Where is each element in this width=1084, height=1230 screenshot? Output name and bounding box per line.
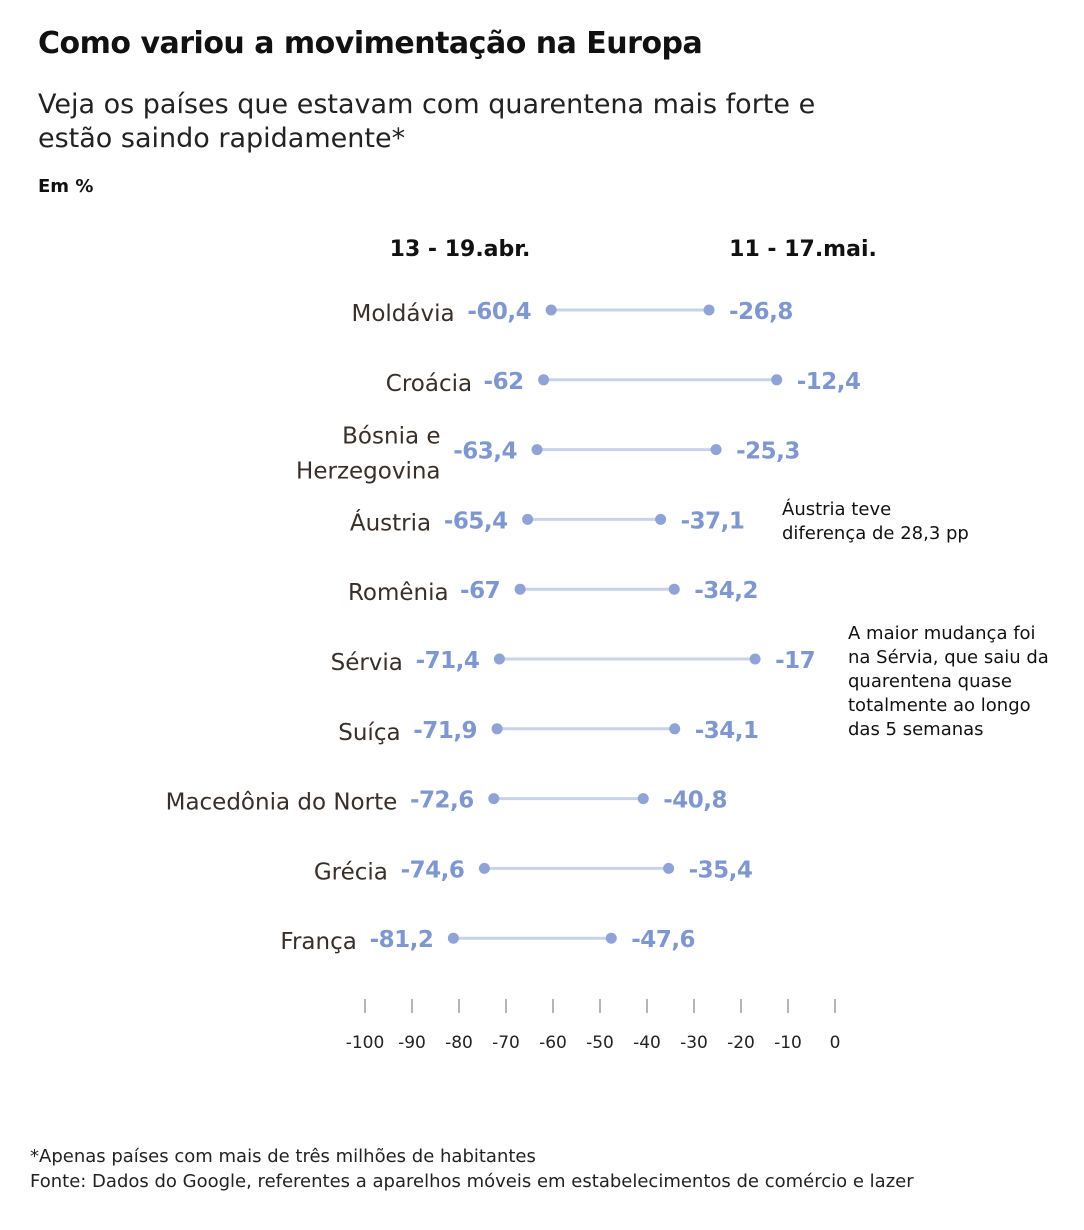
dumbbell-chart: 13 - 19.abr. 11 - 17.mai. -60,4 -26,8 Moldáv… [166, 237, 877, 1053]
end-dot [668, 583, 680, 595]
end-dot [771, 374, 783, 386]
end-value-label: -37,1 [681, 508, 745, 534]
series-header-end: 11 - 17.mai. [729, 237, 877, 262]
start-dot [447, 932, 459, 944]
footnote-note: *Apenas países com mais de três milhões … [30, 1146, 536, 1167]
start-dot [493, 653, 505, 665]
start-value-label: -72,6 [410, 788, 474, 814]
country-label: Croácia [386, 371, 472, 397]
chart-title: Como variou a movimentação na Europa [38, 26, 703, 61]
start-value-label: -60,4 [467, 299, 531, 325]
country-label: Macedônia do Norte [166, 790, 398, 816]
start-value-label: -63,4 [453, 439, 517, 465]
annotation-austria-line: diferença de 28,3 pp [782, 523, 969, 544]
end-value-label: -26,8 [729, 299, 793, 325]
x-tick-label: -10 [774, 1033, 802, 1053]
country-label: Áustria [350, 508, 431, 536]
annotation-servia-line: na Sérvia, que saiu da [848, 647, 1049, 668]
footnote: *Apenas países com mais de três milhões … [30, 1144, 914, 1194]
end-value-label: -12,4 [797, 369, 861, 395]
start-value-label: -74,6 [401, 857, 465, 883]
start-dot [538, 374, 550, 386]
end-value-label: -34,1 [695, 718, 759, 744]
x-tick-label: -50 [586, 1033, 614, 1053]
start-value-label: -67 [460, 578, 500, 604]
start-dot [478, 862, 490, 874]
start-dot [531, 444, 543, 456]
series-header-start: 13 - 19.abr. [390, 237, 531, 262]
country-label: Sérvia [331, 650, 403, 676]
end-value-label: -34,2 [694, 578, 758, 604]
footnote-source: Fonte: Dados do Google, referentes a apa… [30, 1171, 914, 1192]
country-label: Moldávia [352, 301, 455, 327]
x-tick-label: -40 [633, 1033, 661, 1053]
end-dot [655, 513, 667, 525]
x-tick-label: -70 [492, 1033, 520, 1053]
end-value-label: -35,4 [689, 857, 753, 883]
unit-label: Em % [38, 176, 94, 197]
annotation-servia: A maior mudança foi na Sérvia, que saiu … [848, 622, 1049, 742]
end-dot [605, 932, 617, 944]
country-label: Suíça [338, 720, 400, 746]
end-dot [669, 723, 681, 735]
x-tick-label: -90 [398, 1033, 426, 1053]
end-value-label: -17 [775, 648, 815, 674]
annotation-austria: Áustria teve diferença de 28,3 pp [782, 498, 969, 546]
annotation-servia-line: A maior mudança foi [848, 623, 1036, 644]
end-dot [703, 304, 715, 316]
start-value-label: -65,4 [444, 508, 508, 534]
annotation-servia-line: das 5 semanas [848, 719, 984, 740]
start-value-label: -71,9 [413, 718, 477, 744]
country-label: França [280, 929, 356, 955]
end-dot [749, 653, 761, 665]
country-label: Romênia [348, 580, 449, 606]
end-dot [663, 862, 675, 874]
x-tick-label: -100 [346, 1033, 385, 1053]
x-tick-label: -20 [727, 1033, 755, 1053]
start-dot [522, 513, 534, 525]
start-value-label: -71,4 [416, 648, 480, 674]
start-value-label: -62 [484, 369, 524, 395]
annotation-servia-line: quarentena quase [848, 671, 1012, 692]
start-dot [545, 304, 557, 316]
x-tick-label: -80 [445, 1033, 473, 1053]
chart-subtitle: Veja os países que estavam com quarenten… [38, 89, 816, 154]
start-dot [514, 583, 526, 595]
annotation-servia-line: totalmente ao longo [848, 695, 1031, 716]
country-label: Bósnia e [342, 424, 440, 450]
end-value-label: -25,3 [736, 439, 800, 465]
end-value-label: -40,8 [663, 788, 727, 814]
country-label: Herzegovina [296, 459, 440, 485]
end-dot [710, 444, 722, 456]
x-tick-label: -60 [539, 1033, 567, 1053]
start-dot [491, 723, 503, 735]
annotation-austria-line: Áustria teve [782, 499, 892, 520]
end-dot [637, 793, 649, 805]
end-value-label: -47,6 [631, 927, 695, 953]
x-tick-label: -30 [680, 1033, 708, 1053]
start-value-label: -81,2 [370, 927, 434, 953]
start-dot [488, 793, 500, 805]
x-tick-label: 0 [830, 1033, 841, 1053]
country-label: Grécia [314, 859, 388, 885]
